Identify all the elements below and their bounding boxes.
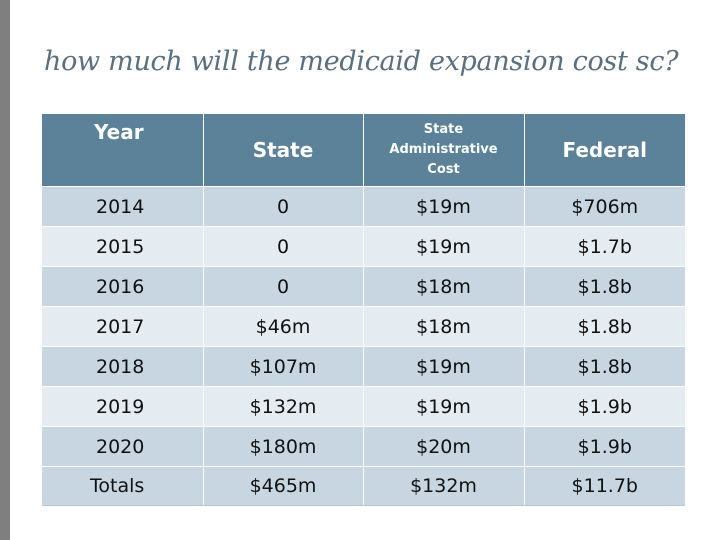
table-row: 2014 0 $19m $706m <box>42 186 685 227</box>
header-state: State <box>203 114 364 187</box>
cell-year: 2014 <box>42 186 204 227</box>
header-federal: Federal <box>524 114 685 187</box>
cell-state: 0 <box>203 186 364 227</box>
header-state-admin-cost: State Administrative Cost <box>363 114 525 187</box>
cell-federal: $1.8b <box>524 306 685 347</box>
cell-admin: $19m <box>363 226 525 267</box>
cell-admin: $18m <box>363 306 525 347</box>
cell-year: 2016 <box>42 266 204 307</box>
cell-totals-federal: $11.7b <box>524 466 685 506</box>
header-state-admin-line3: Cost <box>427 162 460 177</box>
cell-state: $132m <box>203 386 364 427</box>
table-row: 2019 $132m $19m $1.9b <box>42 386 685 427</box>
cell-admin: $19m <box>363 186 525 227</box>
cell-federal: $1.9b <box>524 426 685 467</box>
cell-admin: $19m <box>363 386 525 427</box>
table-row: 2017 $46m $18m $1.8b <box>42 306 685 347</box>
cell-totals-admin: $132m <box>363 466 525 506</box>
cell-state: $180m <box>203 426 364 467</box>
cell-year: 2015 <box>42 226 204 267</box>
cell-state: $107m <box>203 346 364 387</box>
slide-left-accent-bar <box>0 0 10 540</box>
cell-year: 2019 <box>42 386 204 427</box>
header-state-admin-line1: State <box>423 122 464 137</box>
table-row: 2015 0 $19m $1.7b <box>42 226 685 267</box>
header-year: Year <box>42 114 204 187</box>
cell-state: $46m <box>203 306 364 347</box>
cell-state: 0 <box>203 266 364 307</box>
table-row: 2018 $107m $19m $1.8b <box>42 346 685 387</box>
cell-federal: $1.9b <box>524 386 685 427</box>
cell-admin: $19m <box>363 346 525 387</box>
cell-federal: $1.7b <box>524 226 685 267</box>
totals-row: Totals $465m $132m $11.7b <box>42 466 685 506</box>
cell-state: 0 <box>203 226 364 267</box>
slide-title: how much will the medicaid expansion cos… <box>44 46 679 77</box>
table-row: 2020 $180m $20m $1.9b <box>42 426 685 467</box>
cell-federal: $706m <box>524 186 685 227</box>
table-header-row: Year State State Administrative Cost Fed… <box>42 114 685 187</box>
cell-totals-state: $465m <box>203 466 364 506</box>
cell-totals-label: Totals <box>42 466 204 506</box>
medicaid-cost-table: Year State State Administrative Cost Fed… <box>42 114 685 506</box>
cell-admin: $18m <box>363 266 525 307</box>
cell-year: 2020 <box>42 426 204 467</box>
cell-federal: $1.8b <box>524 346 685 387</box>
cell-federal: $1.8b <box>524 266 685 307</box>
cell-admin: $20m <box>363 426 525 467</box>
table-row: 2016 0 $18m $1.8b <box>42 266 685 307</box>
cell-year: 2018 <box>42 346 204 387</box>
cell-year: 2017 <box>42 306 204 347</box>
header-state-admin-line2: Administrative <box>389 142 498 157</box>
